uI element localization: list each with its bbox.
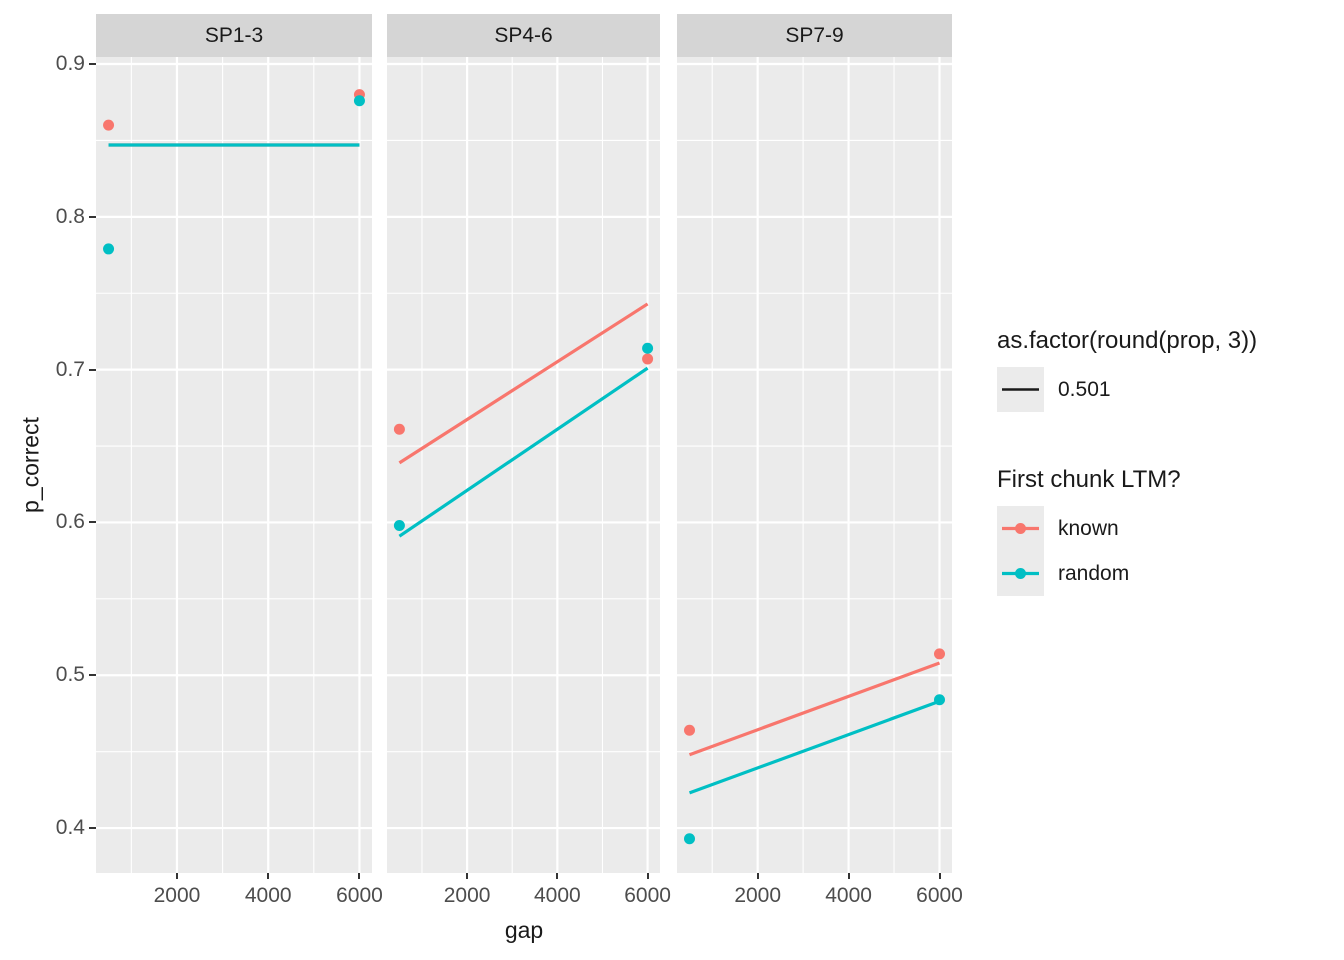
legend-key-point-icon <box>1015 523 1026 534</box>
legend-entry-label: random <box>1058 561 1130 585</box>
x-axis-title: gap <box>504 917 544 943</box>
x-tick-mark <box>358 873 361 879</box>
trend-line-known <box>398 302 649 465</box>
y-tick-mark <box>89 674 96 677</box>
trend-line-random <box>688 699 941 795</box>
data-point-random <box>934 694 945 706</box>
facet-panel <box>387 57 660 873</box>
y-tick-label: 0.8 <box>55 204 85 228</box>
y-tick-mark <box>89 368 96 371</box>
x-tick-mark <box>646 873 649 879</box>
legend-key-point-icon <box>1015 568 1026 579</box>
y-axis-title: p_correct <box>17 417 44 513</box>
facet-strip-label: SP1-3 <box>204 23 264 47</box>
data-point-known <box>934 648 945 660</box>
x-tick-label: 6000 <box>916 884 963 907</box>
data-point-known <box>684 724 695 736</box>
data-point-known <box>642 353 654 365</box>
legend-block-ltm: First chunk LTM? known random <box>997 465 1257 596</box>
y-tick-mark <box>89 63 96 66</box>
facet-strip-label: SP4-6 <box>494 23 553 47</box>
data-point-known <box>103 119 115 131</box>
legend-entry-label: 0.501 <box>1058 377 1111 401</box>
data-point-random <box>353 95 365 107</box>
facet-strip: SP7-9 <box>677 14 952 57</box>
data-point-random <box>393 520 405 532</box>
legend-key <box>997 367 1044 412</box>
legend-entry-label: known <box>1058 516 1119 540</box>
x-tick-mark <box>267 873 270 879</box>
facet-panel <box>677 57 952 873</box>
y-tick-mark <box>89 827 96 830</box>
x-tick-mark <box>847 873 850 879</box>
trend-line-random <box>398 366 649 538</box>
legend: as.factor(round(prop, 3)) 0.501 First ch… <box>997 326 1257 596</box>
panel-background <box>96 57 372 873</box>
panel-background <box>677 57 952 873</box>
data-point-random <box>642 342 654 354</box>
legend-prop-entries: 0.501 <box>997 367 1257 412</box>
legend-block-prop: as.factor(round(prop, 3)) 0.501 <box>997 326 1257 412</box>
y-tick-label: 0.4 <box>55 816 85 840</box>
x-tick-mark <box>175 873 178 879</box>
x-tick-mark <box>756 873 759 879</box>
legend-ltm-title: First chunk LTM? <box>997 466 1181 493</box>
y-tick-label: 0.6 <box>55 510 85 534</box>
x-tick-mark <box>556 873 559 879</box>
legend-key <box>997 506 1044 551</box>
legend-ltm-entries: known random <box>997 506 1257 596</box>
panel-background <box>387 57 660 873</box>
y-tick-label: 0.7 <box>55 357 85 381</box>
legend-prop-title: as.factor(round(prop, 3)) <box>997 327 1258 354</box>
y-tick-label: 0.5 <box>55 663 85 687</box>
x-tick-mark <box>466 873 469 879</box>
facet-panel <box>96 57 372 873</box>
x-tick-label: 2000 <box>734 884 782 907</box>
x-tick-label: 2000 <box>443 884 491 907</box>
data-point-random <box>103 243 115 255</box>
x-tick-label: 6000 <box>624 884 671 907</box>
facet-strip: SP4-6 <box>387 14 660 57</box>
legend-entry: known <box>997 506 1257 551</box>
legend-entry: random <box>997 551 1257 596</box>
x-tick-label: 4000 <box>244 884 292 907</box>
x-tick-label: 4000 <box>533 884 581 907</box>
y-tick-mark <box>89 521 96 524</box>
y-tick-label: 0.9 <box>55 52 85 76</box>
legend-entry: 0.501 <box>997 367 1257 412</box>
x-tick-label: 4000 <box>825 884 872 907</box>
x-tick-label: 2000 <box>153 884 201 907</box>
x-tick-label: 6000 <box>336 884 383 907</box>
facet-strip: SP1-3 <box>96 14 372 57</box>
trend-line-known <box>688 661 941 757</box>
facet-strip-label: SP7-9 <box>785 23 844 47</box>
y-tick-mark <box>89 215 96 218</box>
data-point-random <box>684 833 695 845</box>
x-tick-mark <box>938 873 941 879</box>
legend-key <box>997 551 1044 596</box>
data-point-known <box>393 423 405 435</box>
